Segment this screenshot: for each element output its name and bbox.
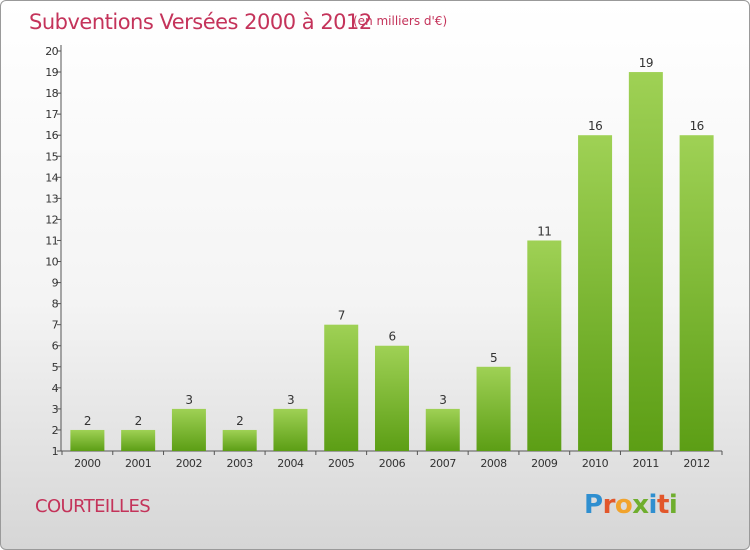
y-tick-label: 10 (45, 256, 58, 269)
x-tick-label: 2000 (74, 457, 101, 470)
bar-value-label: 11 (537, 224, 551, 238)
bar-value-label: 3 (185, 393, 192, 407)
bar-value-label: 7 (338, 309, 345, 323)
x-tick-label: 2002 (176, 457, 202, 470)
x-tick-label: 2011 (633, 457, 659, 470)
x-tick-label: 2006 (379, 457, 406, 470)
y-tick-label: 1 (52, 445, 58, 458)
bar (578, 135, 613, 452)
x-tick-label: 2003 (226, 457, 253, 470)
y-tick-label: 6 (52, 340, 59, 353)
y-tick-label: 4 (52, 382, 59, 395)
proxiti-logo: Proxiti (584, 490, 678, 520)
commune-name: COURTEILLES (35, 496, 151, 517)
y-tick-label: 15 (45, 150, 58, 163)
unit-note: (en milliers d'€) (353, 14, 448, 28)
y-tick-label: 16 (45, 129, 58, 142)
bar (628, 72, 663, 451)
bar (679, 135, 714, 452)
bar-value-label: 2 (84, 414, 91, 428)
chart-title: Subventions Versées 2000 à 2012 (29, 10, 372, 34)
bar (70, 429, 105, 451)
x-tick-label: 2009 (531, 457, 558, 470)
y-tick-label: 7 (52, 319, 59, 332)
logo-letter: i (668, 490, 678, 520)
x-tick-label: 2012 (683, 457, 709, 470)
bar-value-label: 2 (135, 414, 142, 428)
y-tick-label: 17 (45, 108, 58, 121)
x-tick-label: 2008 (480, 457, 507, 470)
bar-value-label: 2 (236, 414, 243, 428)
x-tick-label: 2007 (430, 457, 457, 470)
y-tick-label: 13 (45, 192, 58, 205)
bar (375, 345, 409, 451)
bar-value-label: 3 (439, 393, 446, 407)
bar (425, 408, 460, 451)
bar-value-label: 3 (287, 393, 294, 407)
y-tick-label: 2 (52, 424, 58, 437)
y-tick-label: 18 (45, 87, 58, 100)
x-tick-label: 2005 (328, 457, 355, 470)
y-tick-label: 3 (52, 403, 59, 416)
bar-value-label: 16 (588, 119, 602, 133)
bar (324, 324, 359, 451)
bar-value-label: 16 (690, 119, 704, 133)
y-tick-label: 11 (45, 234, 58, 247)
y-tick-label: 20 (45, 45, 58, 58)
bar-value-label: 5 (490, 351, 497, 365)
bar (273, 408, 308, 451)
y-tick-label: 5 (52, 361, 59, 374)
y-tick-label: 9 (52, 277, 59, 290)
bar-value-label: 19 (639, 56, 653, 70)
bar (171, 408, 206, 451)
y-tick-label: 19 (45, 66, 58, 79)
x-tick-label: 2004 (277, 457, 304, 470)
x-tick-label: 2010 (582, 457, 609, 470)
bar (121, 429, 156, 451)
y-tick-label: 14 (45, 171, 58, 184)
bar (222, 429, 257, 451)
logo-letter: i (648, 490, 658, 520)
logo-letter: r (602, 490, 616, 520)
logo-letter: x (632, 490, 649, 520)
y-tick-label: 8 (52, 298, 59, 311)
bar (527, 240, 562, 451)
x-tick-label: 2001 (125, 457, 151, 470)
logo-letter: t (656, 490, 669, 520)
y-tick-label: 12 (45, 213, 58, 226)
logo-letter: P (584, 490, 603, 520)
logo-letter: o (614, 490, 633, 520)
bar (476, 366, 511, 451)
bar-value-label: 6 (388, 330, 395, 344)
